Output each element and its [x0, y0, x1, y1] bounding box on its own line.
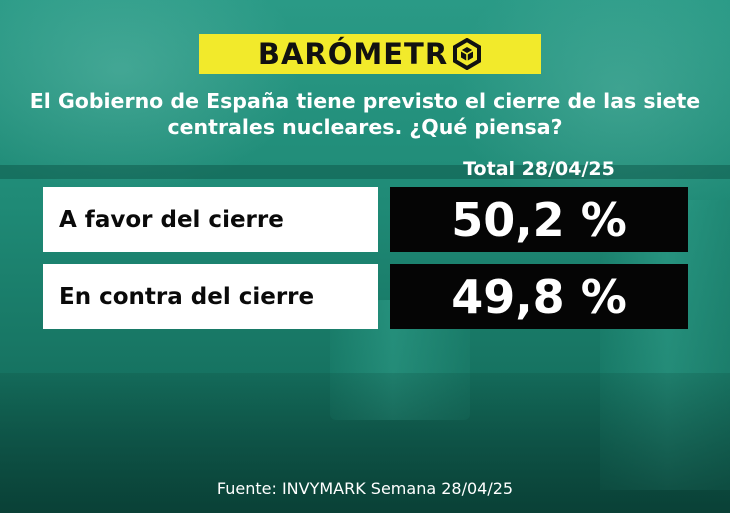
- column-header-total: Total 28/04/25: [463, 158, 615, 180]
- row-label-a-favor: A favor del cierre: [43, 187, 378, 252]
- background-ground: [0, 373, 730, 513]
- hexagon-cube-icon: [453, 38, 482, 70]
- background-strip: [0, 165, 730, 179]
- row-label-en-contra: En contra del cierre: [43, 264, 378, 329]
- question-line-1: El Gobierno de España tiene previsto el …: [29, 89, 701, 113]
- row-value-a-favor: 50,2 %: [390, 187, 688, 252]
- survey-question: El Gobierno de España tiene previsto el …: [0, 88, 730, 140]
- logo-text: BARÓMETR: [257, 37, 449, 71]
- question-line-2: centrales nucleares. ¿Qué piensa?: [167, 115, 563, 139]
- barometro-logo: BARÓMETR: [199, 34, 541, 74]
- source-note: Fuente: INVYMARK Semana 28/04/25: [216, 479, 514, 498]
- row-value-en-contra: 49,8 %: [390, 264, 688, 329]
